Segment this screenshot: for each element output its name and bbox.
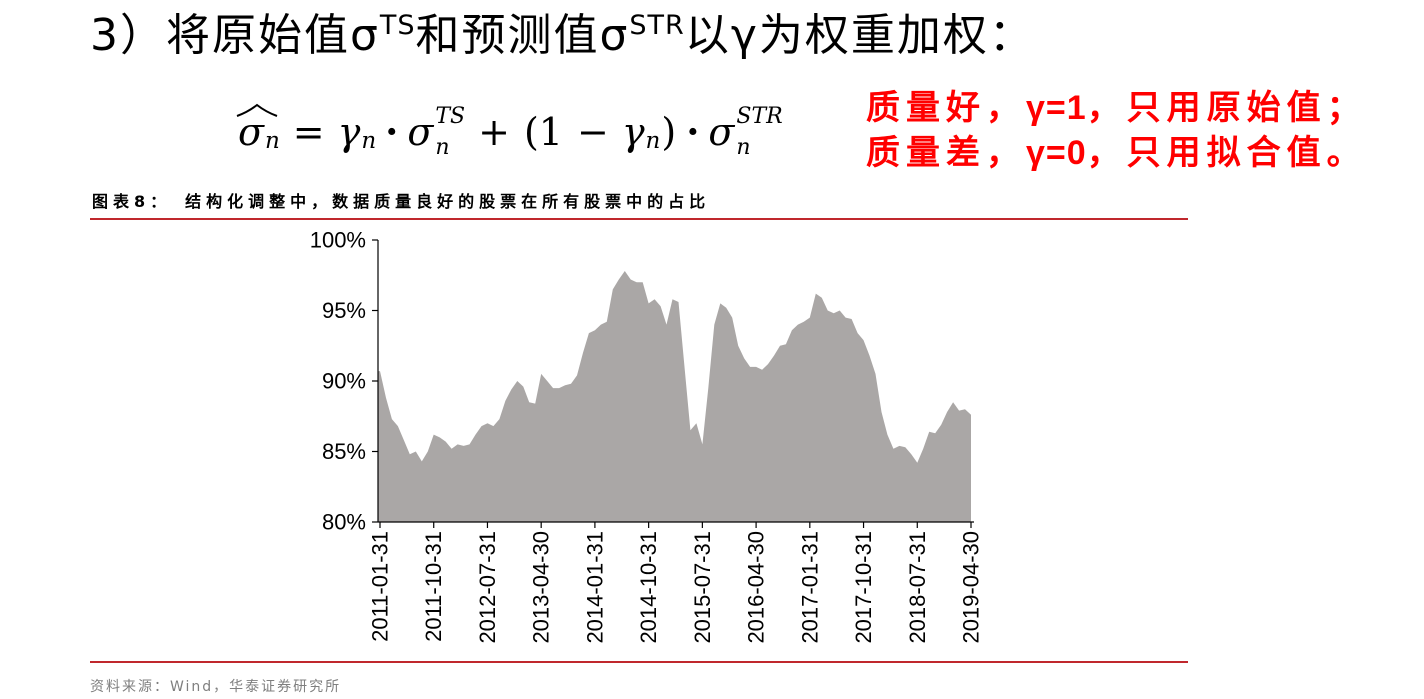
note-text: ，只用原始值； <box>1086 88 1367 128</box>
heading-superscript-str: STR <box>629 10 685 41</box>
note-poor-quality: 质量差，γ=0，只用拟合值。 <box>866 131 1367 176</box>
caption-rule <box>90 218 1188 220</box>
formula-close-paren: ) <box>661 110 677 154</box>
note-text: 质量好， <box>866 88 1026 128</box>
x-tick-label: 2019-04-30 <box>959 531 984 644</box>
y-tick-label: 95% <box>322 298 366 323</box>
heading-superscript-ts: TS <box>379 10 416 41</box>
x-tick-label: 2011-10-31 <box>421 531 446 642</box>
x-tick-label: 2017-10-31 <box>851 531 876 644</box>
formula-symbol-sigma: σ <box>708 110 735 154</box>
x-tick-label: 2016-04-30 <box>744 531 769 644</box>
figure-label: 图表8： <box>92 192 172 211</box>
formula-superscript-str: STR <box>736 104 783 129</box>
x-tick-label: 2018-07-31 <box>905 531 930 644</box>
x-tick-label: 2017-01-31 <box>797 531 822 644</box>
heading-text-suffix: 以γ为权重加权： <box>684 10 1035 61</box>
note-text: 质量差， <box>866 133 1026 173</box>
wide-hat-accent-icon <box>236 103 278 117</box>
formula-dot-operator: · <box>686 109 700 154</box>
chart-title: 结构化调整中，数据质量良好的股票在所有股票中的占比 <box>185 192 711 211</box>
formula-sigma-ts-term: σ TS n <box>407 106 465 159</box>
y-tick-label: 85% <box>322 439 366 464</box>
formula-subscript-n: n <box>645 128 661 154</box>
formula-symbol-gamma: γ <box>621 110 645 154</box>
source-rule <box>90 661 1188 663</box>
formula-subscript-n: n <box>736 135 751 160</box>
quality-notes: 质量好，γ=1，只用原始值； 质量差，γ=0，只用拟合值。 <box>866 86 1367 176</box>
note-text: ，只用拟合值。 <box>1086 133 1367 173</box>
note-gamma-value: γ=1 <box>1026 89 1087 127</box>
formula-dot-operator: · <box>385 109 399 154</box>
y-tick-label: 90% <box>322 369 366 394</box>
formula-scripts: STR n <box>736 106 782 159</box>
formula-symbol-gamma: γ <box>337 110 361 154</box>
slide-heading: 3）将原始值σTS和预测值σSTR以γ为权重加权： <box>90 8 1035 70</box>
y-tick-label: 80% <box>322 510 366 535</box>
heading-text-prefix: 3）将原始值σ <box>90 10 380 61</box>
area-series <box>378 271 971 522</box>
x-tick-label: 2011-01-31 <box>368 531 393 642</box>
note-gamma-value: γ=0 <box>1026 134 1087 172</box>
formula-symbol-sigma: σ <box>407 110 434 154</box>
formula-subscript-n: n <box>361 128 377 154</box>
x-tick-label: 2015-07-31 <box>690 531 715 644</box>
formula-subscript-n: n <box>435 135 450 160</box>
formula-plus-sign: + <box>478 110 510 154</box>
chart-caption: 图表8： 结构化调整中，数据质量良好的股票在所有股票中的占比 <box>92 191 710 213</box>
y-tick-label: 100% <box>310 228 366 253</box>
formula-subscript-n: n <box>264 128 280 154</box>
heading-text-mid: 和预测值σ <box>415 10 630 61</box>
area-chart: 80% 85% 90% 95% 100% 2011-01-31 2011-10-31 2012… <box>310 228 984 644</box>
x-tick-label: 2012-07-31 <box>475 531 500 644</box>
note-good-quality: 质量好，γ=1，只用原始值； <box>866 86 1367 131</box>
x-tick-label: 2014-01-31 <box>582 531 607 644</box>
formula-scripts: TS n <box>435 106 465 159</box>
formula-equals-sign: = <box>292 110 325 154</box>
source-note: 资料来源：Wind，华泰证券研究所 <box>90 679 342 695</box>
formula-sigma-str-term: σ STR n <box>708 106 782 159</box>
formula-minus-sign: − <box>576 110 609 154</box>
formula-symbol-sigma: σ <box>238 110 264 154</box>
x-tick-label: 2014-10-31 <box>636 531 661 644</box>
x-tick-label: 2013-04-30 <box>529 531 554 644</box>
formula-superscript-ts: TS <box>435 104 466 129</box>
formula-open-paren-one: (1 <box>523 110 563 154</box>
